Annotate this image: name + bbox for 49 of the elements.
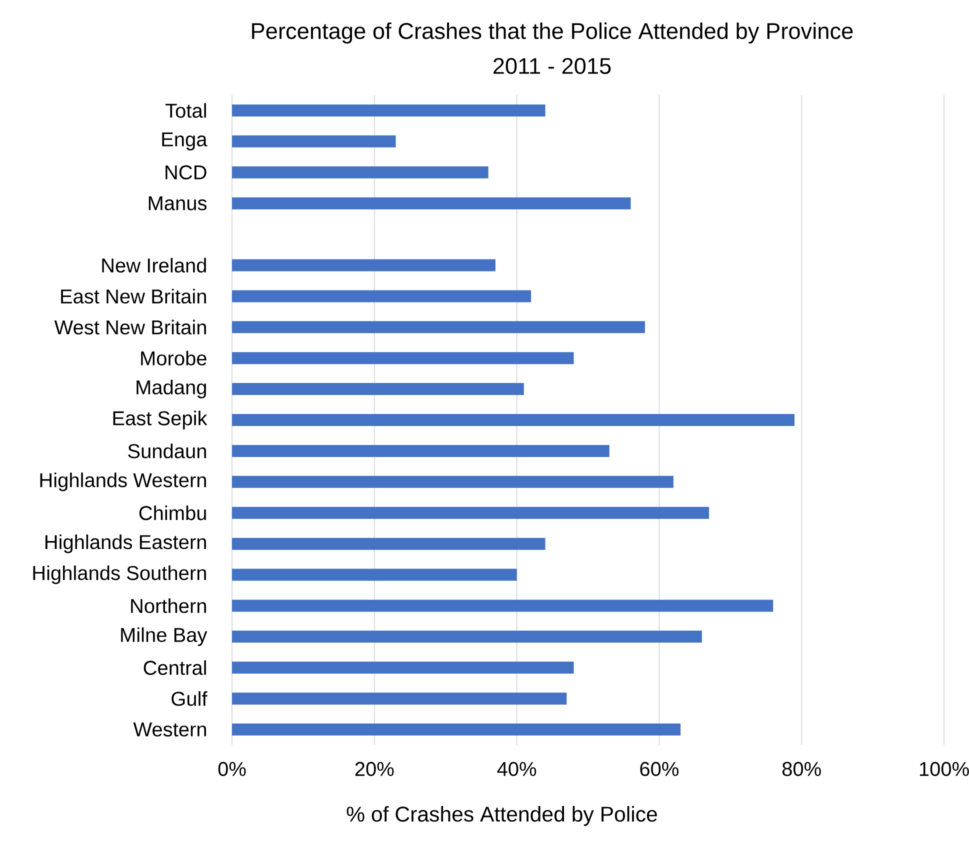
bar — [232, 724, 681, 736]
bar — [232, 568, 517, 581]
bar — [232, 630, 702, 643]
y-tick-label: East New Britain — [61, 288, 206, 304]
y-tick-label: Northern — [131, 598, 206, 614]
y-tick-label: East Sepik — [113, 410, 208, 430]
chart-title: Percentage of Crashes that the Police Attended by Province — [252, 22, 853, 44]
bar — [232, 197, 631, 210]
y-tick-label: Highlands Eastern — [45, 534, 206, 554]
x-tick-label: 60% — [640, 762, 678, 776]
bar — [232, 444, 610, 457]
bar — [232, 290, 532, 302]
bar — [232, 104, 546, 116]
bar — [232, 600, 774, 612]
x-tick-label: 80% — [782, 762, 821, 776]
y-tick-label: Morobe — [141, 350, 206, 366]
y-tick-label: Madang — [136, 380, 206, 398]
y-tick-label: Manus — [148, 196, 207, 210]
y-tick-label: Western — [133, 722, 206, 736]
bar — [232, 383, 524, 396]
x-axis-title: % of Crashes Attended by Police — [346, 806, 657, 826]
bar — [232, 476, 674, 488]
y-tick-label: Enga — [162, 132, 208, 150]
y-tick-label: West New Britain — [54, 320, 206, 334]
x-tick-label: 20% — [355, 762, 394, 776]
y-tick-label: Gulf — [172, 691, 208, 706]
bar — [232, 135, 396, 148]
bar — [232, 538, 546, 550]
x-tick-label: 100% — [920, 762, 969, 776]
x-tick-label: 40% — [497, 762, 536, 776]
chart-subtitle: 2011 - 2015 — [494, 58, 611, 74]
y-tick-label: Highlands Western — [40, 472, 206, 492]
bar — [232, 692, 567, 705]
bar — [232, 414, 794, 426]
bar — [232, 352, 574, 364]
y-tick-label: Milne Bay — [121, 627, 208, 646]
y-tick-label: New Ireland — [102, 258, 206, 273]
bar — [232, 166, 488, 178]
y-tick-label: Total — [165, 103, 206, 118]
bar — [232, 259, 496, 272]
y-tick-label: Sundaun — [128, 444, 206, 458]
y-tick-label: Highlands Southern — [33, 565, 206, 584]
x-tick-label: 0% — [218, 762, 246, 776]
bar — [232, 662, 574, 674]
bar — [232, 321, 645, 334]
y-tick-label: Chimbu — [139, 506, 206, 520]
bar — [232, 506, 710, 519]
y-tick-label: Central — [144, 660, 206, 675]
y-tick-label: NCD — [166, 165, 206, 180]
